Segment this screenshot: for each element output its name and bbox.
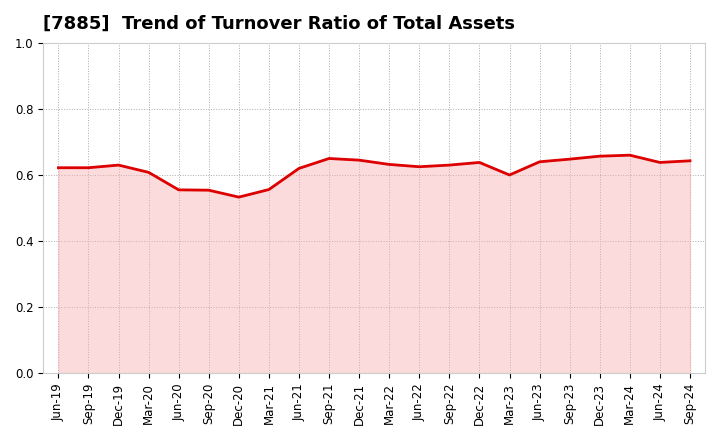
Text: [7885]  Trend of Turnover Ratio of Total Assets: [7885] Trend of Turnover Ratio of Total … xyxy=(43,15,516,33)
